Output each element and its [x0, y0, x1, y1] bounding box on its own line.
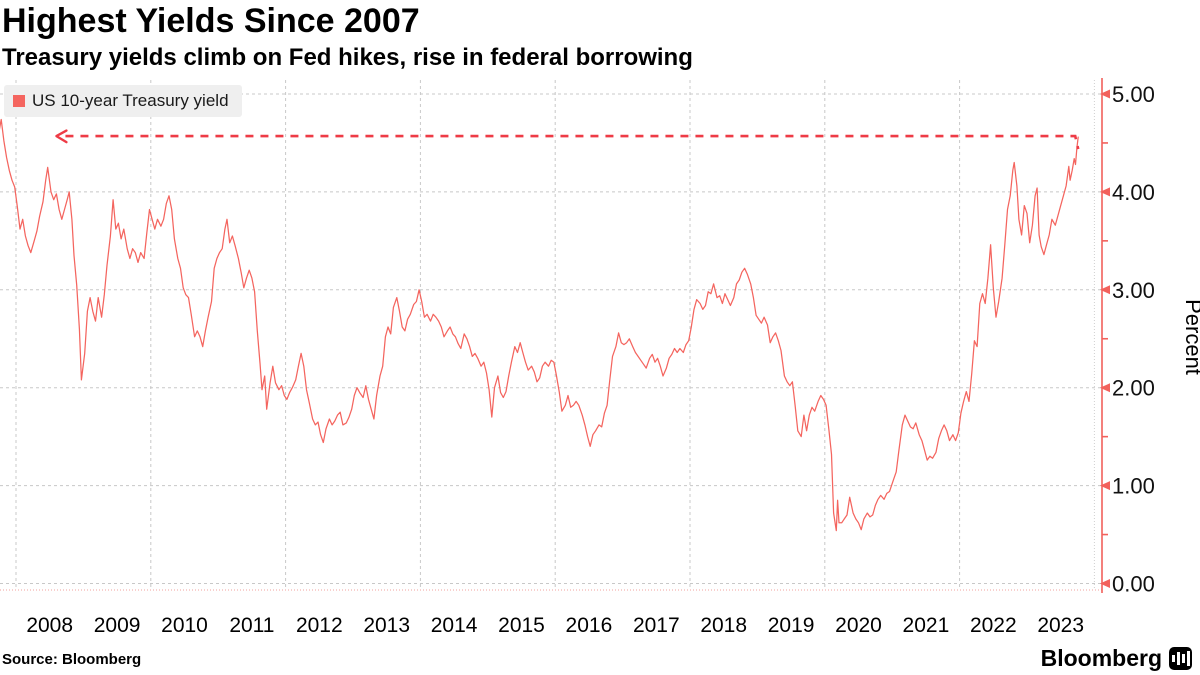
annotation-arrowhead-icon [55, 129, 68, 144]
x-tick-label: 2019 [768, 614, 815, 637]
y-tick-arrow [1100, 89, 1110, 99]
x-tick-label: 2014 [431, 614, 478, 637]
x-tick-label: 2016 [566, 614, 613, 637]
x-tick-label: 2020 [835, 614, 882, 637]
y-tick-label: 0.00 [1112, 572, 1155, 597]
x-tick-label: 2011 [229, 614, 274, 637]
y-tick-label: 3.00 [1112, 278, 1155, 303]
x-tick-label: 2017 [633, 614, 680, 637]
x-tick-label: 2018 [700, 614, 747, 637]
y-tick-arrow [1100, 579, 1110, 588]
y-tick-label: 5.00 [1112, 82, 1155, 107]
y-tick-arrow [1100, 285, 1110, 295]
bloomberg-logo: Bloomberg [1041, 645, 1192, 672]
legend: US 10-year Treasury yield [4, 85, 242, 117]
x-tick-label: 2022 [970, 614, 1017, 637]
x-tick-label: 2008 [26, 614, 73, 637]
bloomberg-wordmark: Bloomberg [1040, 645, 1162, 671]
legend-label: US 10-year Treasury yield [32, 91, 229, 110]
page-title: Highest Yields Since 2007 [2, 2, 420, 40]
treasury-yield-series-line [0, 118, 1079, 532]
source-note: Source: Bloomberg [2, 651, 142, 668]
x-tick-label: 2023 [1037, 614, 1084, 637]
y-tick-label: 1.00 [1112, 474, 1155, 499]
legend-swatch-icon [13, 95, 25, 107]
y-tick-arrow [1100, 481, 1110, 491]
x-tick-label: 2021 [903, 614, 950, 637]
y-tick-arrow [1100, 383, 1110, 393]
annotation-dashed-line [65, 134, 1080, 150]
y-axis-title: Percent [1181, 299, 1200, 375]
y-tick-label: 4.00 [1112, 180, 1155, 205]
y-tick-arrow [1100, 187, 1110, 197]
x-tick-label: 2013 [363, 614, 410, 637]
x-tick-label: 2012 [296, 614, 343, 637]
x-tick-label: 2009 [94, 614, 141, 637]
x-tick-label: 2015 [498, 614, 545, 637]
y-tick-label: 2.00 [1112, 376, 1155, 401]
bloomberg-bars-icon [1169, 647, 1192, 670]
page-subtitle: Treasury yields climb on Fed hikes, rise… [2, 44, 693, 71]
x-tick-label: 2010 [161, 614, 208, 637]
